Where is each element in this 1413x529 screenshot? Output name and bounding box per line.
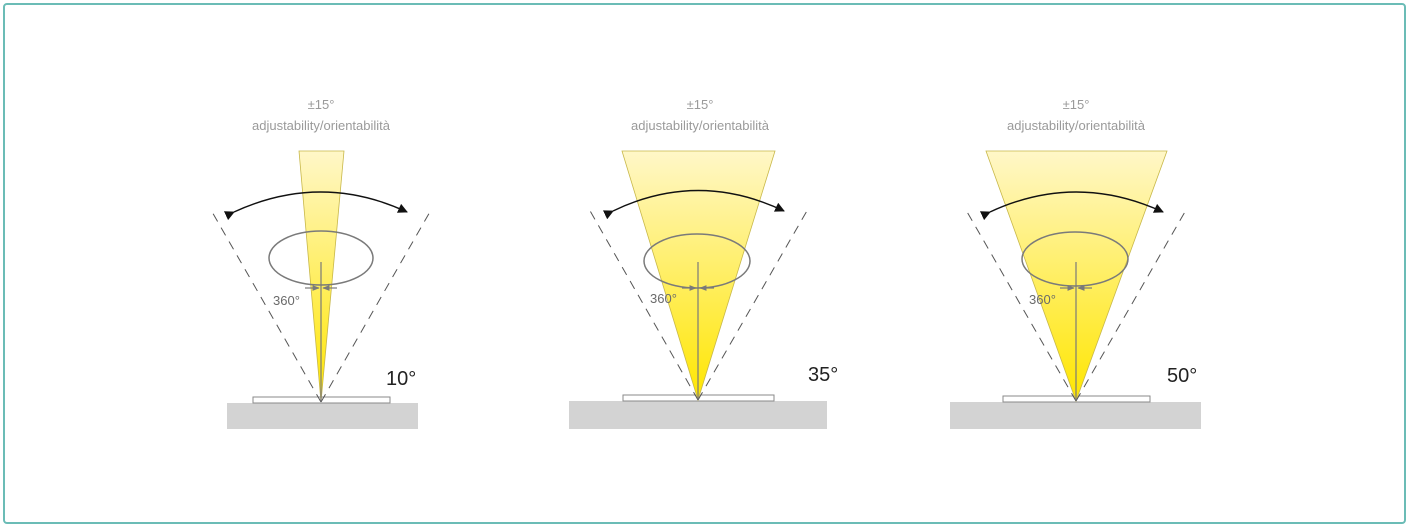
tilt-limit-left bbox=[965, 209, 1077, 402]
adjust-label: adjustability/orientabilità bbox=[1007, 118, 1146, 133]
diagram-frame bbox=[3, 3, 1406, 524]
tilt-limit-right bbox=[697, 208, 809, 401]
adjust-label: adjustability/orientabilità bbox=[631, 118, 770, 133]
tilt-arrow bbox=[979, 191, 1164, 221]
adjust-label: adjustability/orientabilità bbox=[252, 118, 391, 133]
beam-angle-label: 50° bbox=[1167, 365, 1197, 387]
adjust-value: ±15° bbox=[1063, 97, 1090, 112]
tilt-limit-left bbox=[210, 209, 322, 403]
surface-base bbox=[569, 401, 827, 429]
rotation-label: 360° bbox=[650, 291, 677, 306]
diagram-50deg: ±15° adjustability/orientabilità 360° 50… bbox=[950, 97, 1201, 429]
rotation-label: 360° bbox=[1029, 292, 1056, 307]
beam-angle-label: 10° bbox=[386, 368, 416, 390]
diagram-35deg: ±15° adjustability/orientabilità 360° 35… bbox=[569, 97, 838, 429]
rotation-label: 360° bbox=[273, 293, 300, 308]
rotation-ellipse bbox=[1021, 231, 1129, 287]
surface-base bbox=[227, 403, 418, 429]
surface-base bbox=[950, 402, 1201, 429]
adjust-value: ±15° bbox=[687, 97, 714, 112]
beam-angle-label: 35° bbox=[808, 364, 838, 386]
adjust-value: ±15° bbox=[308, 97, 335, 112]
rotation-ellipse bbox=[643, 233, 751, 289]
tilt-limit-right bbox=[1075, 209, 1187, 402]
tilt-limit-left bbox=[588, 208, 699, 401]
tilt-limit-right bbox=[320, 209, 432, 403]
tilt-arrow bbox=[223, 191, 408, 221]
diagram-10deg: ±15° adjustability/orientabilità 360° 10… bbox=[210, 97, 432, 429]
tilt-arrow bbox=[602, 189, 785, 220]
